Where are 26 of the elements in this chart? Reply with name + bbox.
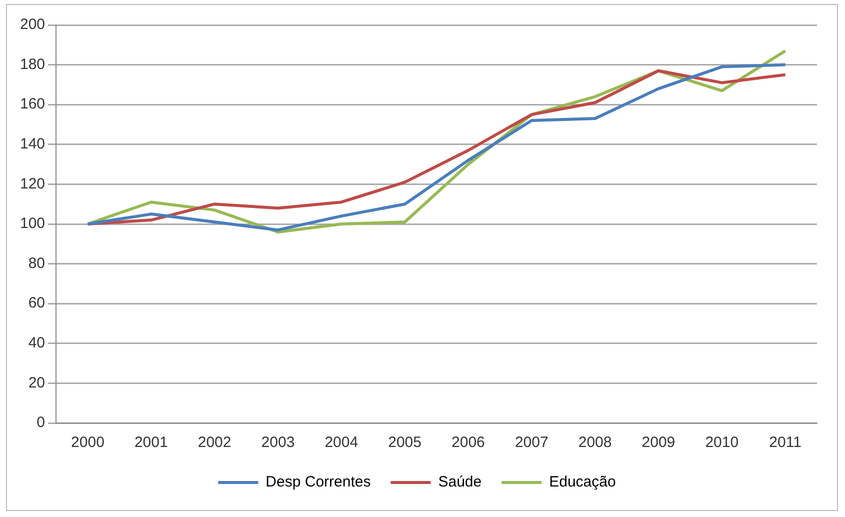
x-tick-label: 2010 [705, 434, 739, 452]
legend-label: Desp Correntes [266, 474, 371, 491]
y-tick-label: 120 [20, 175, 46, 192]
y-tick-label: 100 [20, 215, 46, 232]
x-tick-label: 2003 [261, 434, 295, 452]
y-tick-label: 0 [36, 414, 46, 432]
x-tick-label: 2002 [198, 434, 232, 452]
legend-label: Educação [549, 474, 616, 491]
x-tick-label: 2008 [578, 434, 612, 452]
y-tick-label: 140 [20, 136, 46, 153]
x-tick-label: 2000 [71, 434, 104, 452]
x-tick-label: 2009 [642, 434, 676, 452]
x-tick-label: 2006 [452, 434, 485, 452]
legend-label: Saúde [438, 474, 482, 491]
x-tick-label: 2005 [388, 434, 422, 452]
x-tick-label: 2001 [134, 434, 168, 452]
y-tick-label: 200 [20, 16, 46, 34]
x-tick-label: 2004 [324, 434, 358, 452]
y-tick-label: 180 [20, 56, 46, 73]
y-tick-label: 40 [28, 334, 46, 352]
x-tick-label: 2007 [514, 434, 548, 452]
y-tick-label: 20 [28, 374, 46, 392]
y-tick-label: 80 [28, 254, 46, 272]
x-tick-label: 2011 [769, 434, 802, 452]
y-tick-label: 160 [20, 96, 46, 113]
y-tick-label: 60 [28, 294, 46, 312]
